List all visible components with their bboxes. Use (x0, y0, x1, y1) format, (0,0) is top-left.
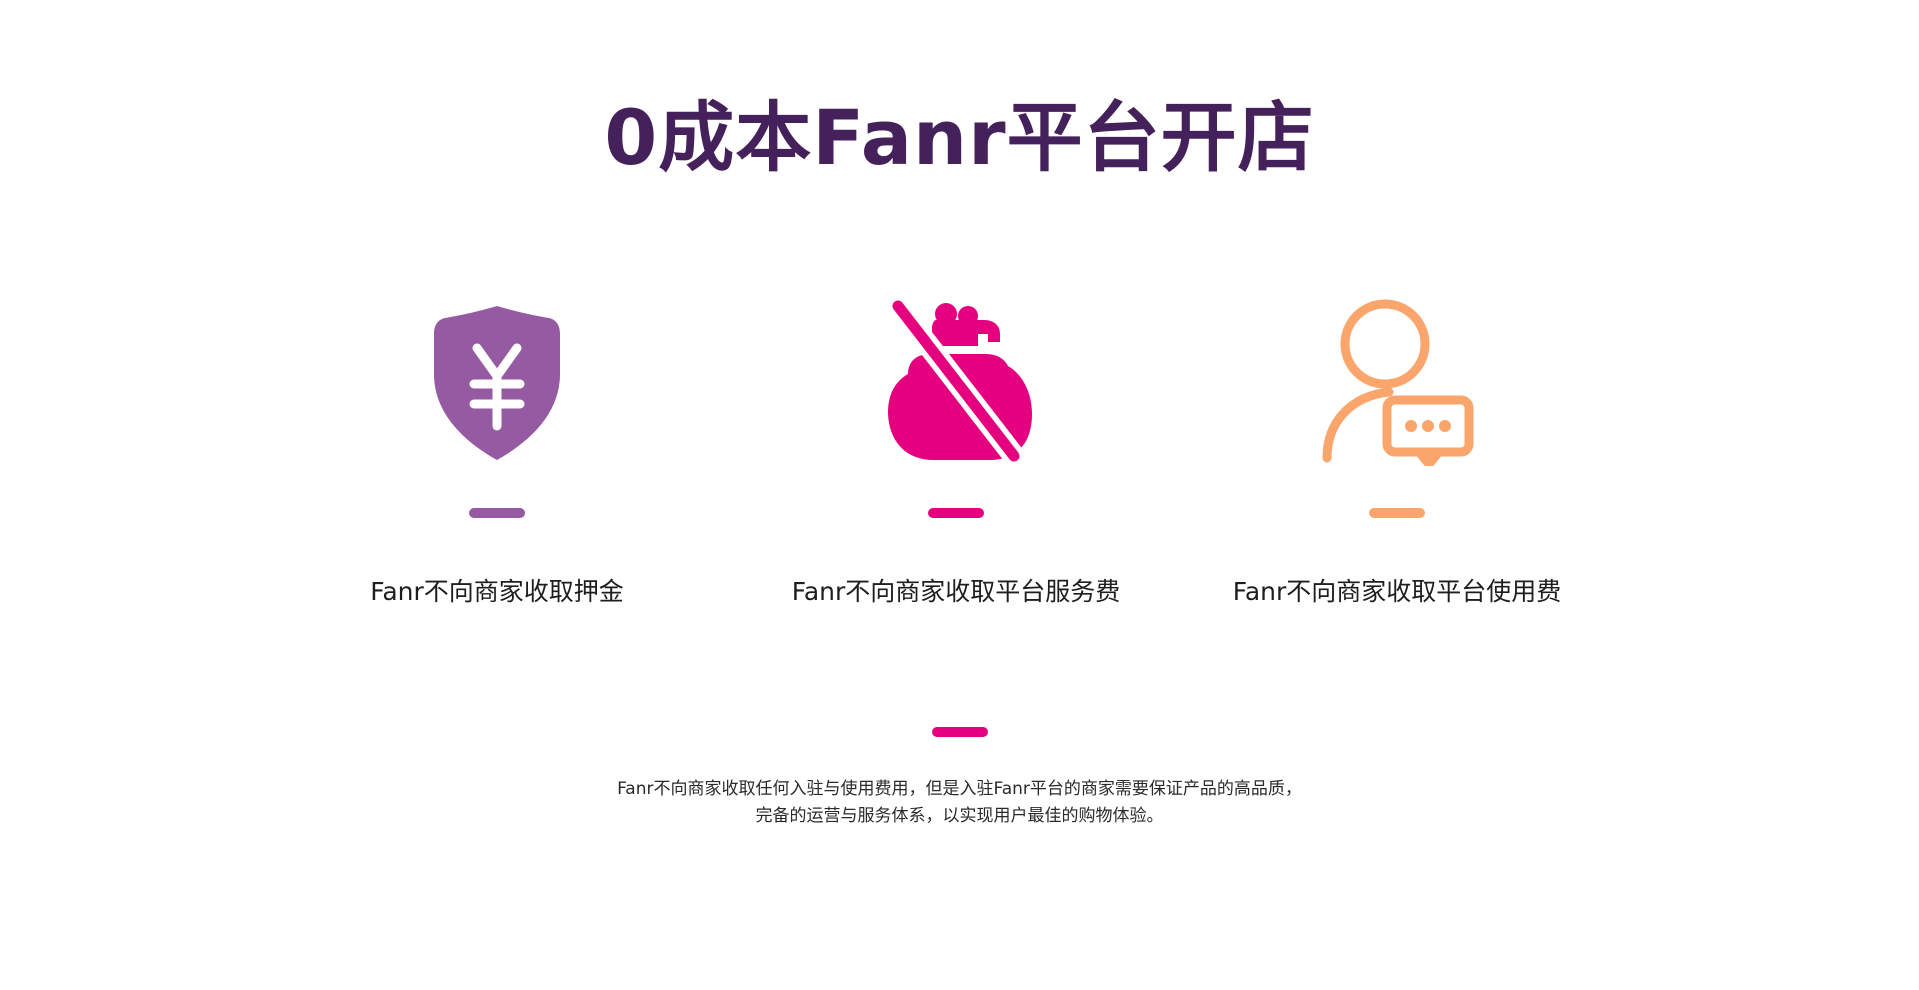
feature-deposit-dash (469, 508, 525, 518)
description-line-1: Fanr不向商家收取任何入驻与使用费用，但是入驻Fanr平台的商家需要保证产品的… (617, 779, 1302, 799)
description: Fanr不向商家收取任何入驻与使用费用，但是入驻Fanr平台的商家需要保证产品的… (0, 776, 1919, 830)
feature-service-fee: Fanr不向商家收取平台服务费 (746, 296, 1166, 608)
feature-usage-fee-dash (1369, 508, 1425, 518)
description-line-2: 完备的运营与服务体系，以实现用户最佳的购物体验。 (755, 806, 1164, 826)
feature-usage-fee: Fanr不向商家收取平台使用费 (1187, 296, 1607, 608)
feature-service-fee-dash (928, 508, 984, 518)
no-money-bag-icon (887, 296, 1032, 466)
feature-usage-fee-label: Fanr不向商家收取平台使用费 (1232, 577, 1562, 606)
feature-service-fee-label: Fanr不向商家收取平台服务费 (791, 577, 1121, 606)
page-title: 0成本Fanr平台开店 (604, 93, 1315, 182)
feature-deposit: Fanr不向商家收取押金 (287, 296, 707, 608)
feature-deposit-label: Fanr不向商家收取押金 (370, 577, 624, 606)
user-chat-icon (1322, 299, 1474, 466)
yuan-shield-icon (434, 306, 560, 460)
section-divider (932, 727, 988, 737)
features-row: Fanr不向商家收取押金 Fanr不向商家收取平台服务费 (0, 296, 1919, 636)
